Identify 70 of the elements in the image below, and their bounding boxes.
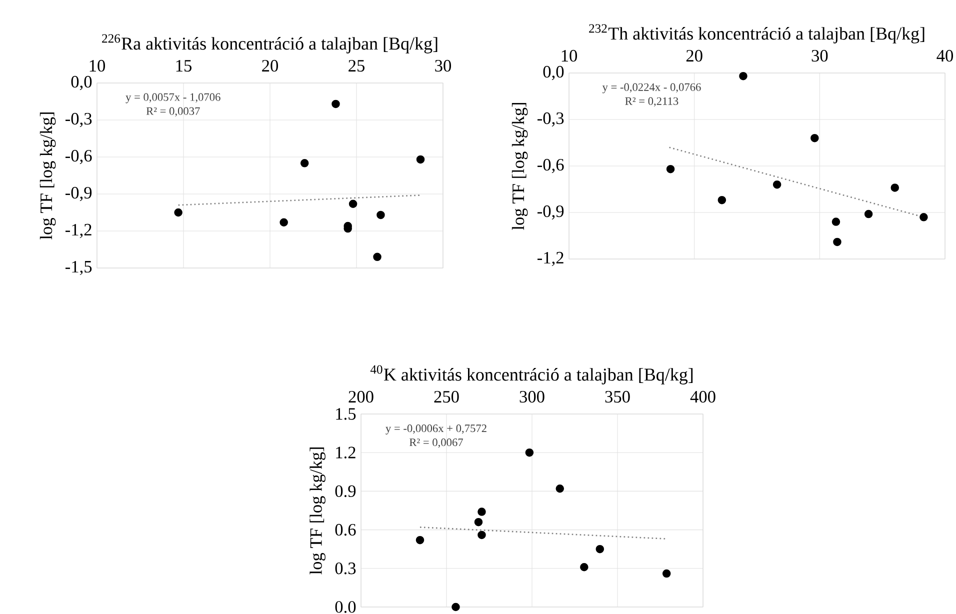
x-axis-title: $^{40}$K aktivitás koncentráció a talajban [Bq/kg] — [370, 365, 693, 384]
point — [373, 252, 382, 262]
y-tick-label: -0,6 — [538, 158, 564, 174]
y-tick-label: -1,2 — [538, 252, 564, 266]
y-tick-label: -0,3 — [538, 112, 564, 127]
annotation: R² = 0,0037 — [146, 107, 200, 117]
x-axis-title: $^{232}$Th aktivitás koncentráció a talajban [Bq/kg] — [589, 24, 924, 44]
x-axis-title: $^{226}$Ra aktivitás koncentráció a talajban [Bq/kg] — [102, 34, 438, 54]
x-tick-label: 25 — [348, 60, 364, 72]
annotation: y = -0,0224x - 0,0766 — [602, 83, 701, 94]
x-tick-label: 10 — [90, 60, 106, 72]
x-tick-label: 20 — [262, 60, 278, 72]
point — [890, 184, 900, 192]
point — [300, 159, 309, 168]
y-tick-label: 1.5 — [336, 408, 356, 420]
x-tick-label: 250 — [434, 390, 459, 403]
y-tick-label: -0,9 — [538, 205, 564, 220]
y-axis-title: log TF [log kg/kg] — [40, 112, 56, 240]
point — [478, 508, 486, 516]
x-tick-label: 40 — [936, 50, 954, 62]
point — [596, 544, 604, 554]
point — [662, 569, 671, 578]
point — [556, 484, 564, 493]
annotation: R² = 0,0067 — [409, 438, 463, 448]
y-axis-title: log TF [log kg/kg] — [512, 102, 528, 230]
y-tick-label: 0,0 — [543, 66, 564, 80]
x-tick-label: 30 — [435, 60, 452, 72]
point — [525, 448, 534, 457]
x-tick-label: 15 — [176, 60, 192, 72]
y-tick-label: -1,2 — [66, 224, 92, 238]
point — [174, 208, 182, 217]
point — [376, 210, 385, 220]
point — [739, 72, 748, 80]
y-tick-label: 1.2 — [336, 446, 356, 458]
y-tick-label: 0.9 — [335, 485, 356, 498]
y-tick-label: 0.0 — [335, 601, 356, 613]
point — [718, 196, 726, 204]
point — [348, 200, 358, 208]
point — [478, 530, 486, 540]
point — [416, 536, 424, 544]
y-tick-label: 0.3 — [335, 562, 356, 574]
x-tick-label: 400 — [690, 390, 716, 403]
y-tick-label: 0,0 — [71, 76, 92, 90]
point — [833, 238, 842, 246]
point — [280, 218, 288, 226]
y-tick-label: 0.6 — [335, 524, 356, 536]
point — [474, 518, 483, 526]
x-tick-label: 350 — [605, 390, 630, 403]
x-tick-label: 200 — [348, 390, 374, 403]
point — [332, 100, 340, 108]
annotation: y = 0,0057x - 1,0706 — [126, 93, 220, 104]
y-tick-label: -1,5 — [66, 260, 92, 276]
annotation: R² = 0,2113 — [625, 97, 678, 107]
point — [666, 164, 675, 174]
point — [864, 210, 873, 218]
point — [920, 213, 928, 222]
annotation: y = -0,0006x + 0,7572 — [386, 424, 486, 434]
point — [810, 134, 819, 142]
x-tick-label: 30 — [812, 50, 828, 62]
x-tick-label: 20 — [686, 50, 702, 62]
y-tick-label: -0,9 — [66, 186, 92, 202]
y-tick-label: -0,6 — [66, 150, 92, 164]
y-tick-label: -0,3 — [66, 112, 92, 128]
y-axis-title: log TF [log kg/kg] — [310, 447, 326, 574]
x-tick-label: 10 — [562, 50, 578, 62]
x-tick-label: 300 — [520, 390, 544, 403]
point — [772, 180, 782, 189]
point — [580, 562, 588, 572]
point — [416, 155, 425, 164]
point — [832, 218, 840, 226]
